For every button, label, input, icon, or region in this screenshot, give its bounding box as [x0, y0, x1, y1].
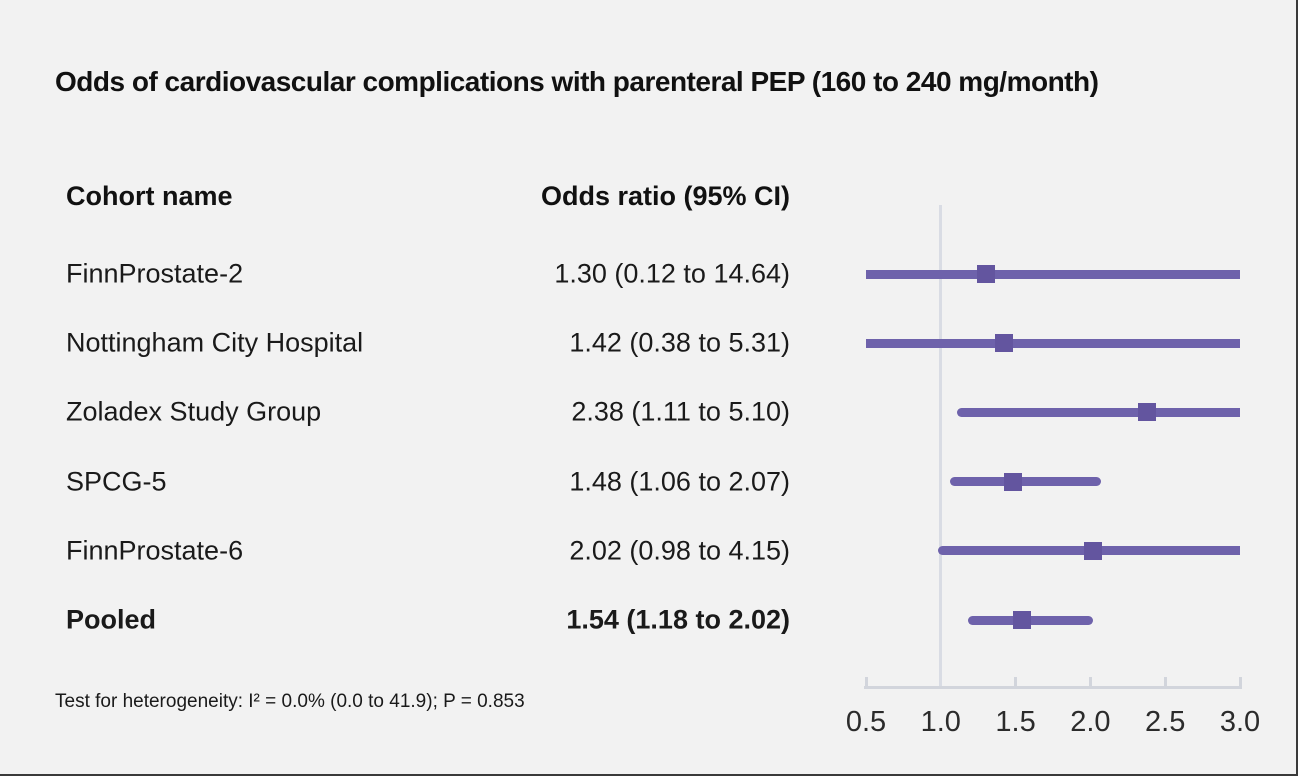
- x-tick-label: 1.0: [920, 706, 961, 738]
- or-marker: [994, 334, 1013, 353]
- x-tick: [864, 677, 868, 688]
- chart-title: Odds of cardiovascular complications wit…: [55, 66, 1099, 97]
- x-tick-label: 0.5: [845, 706, 887, 738]
- row-value: 2.02 (0.98 to 4.15): [569, 535, 790, 566]
- x-tick: [1238, 677, 1242, 688]
- row-label: Zoladex Study Group: [66, 396, 322, 427]
- ci-line: [866, 338, 1240, 348]
- x-tick: [1088, 677, 1092, 688]
- or-marker: [1084, 541, 1103, 560]
- ci-line: [949, 477, 1101, 487]
- x-tick: [1163, 677, 1167, 688]
- or-marker: [1003, 472, 1022, 491]
- reference-line: [939, 205, 943, 688]
- ci-line: [866, 269, 1240, 279]
- x-tick: [1014, 677, 1018, 688]
- ci-line: [957, 407, 1240, 417]
- column-header-cohort: Cohort name: [66, 181, 233, 211]
- x-tick-label: 3.0: [1219, 706, 1261, 738]
- row-label: SPCG-5: [66, 466, 167, 497]
- row-label: FinnProstate-6: [66, 535, 244, 566]
- or-marker: [1012, 611, 1031, 629]
- row-value: 1.30 (0.12 to 14.64): [554, 258, 790, 289]
- or-marker: [1138, 403, 1157, 422]
- row-label: FinnProstate-2: [66, 258, 244, 289]
- heterogeneity-note: Test for heterogeneity: I² = 0.0% (0.0 t…: [55, 691, 525, 712]
- row-value: 2.38 (1.11 to 5.10): [571, 396, 790, 427]
- x-tick-label: 2.0: [1070, 706, 1111, 738]
- or-marker: [976, 265, 995, 283]
- row-value: 1.48 (1.06 to 2.07): [569, 466, 790, 497]
- row-label: Pooled: [66, 604, 157, 635]
- column-header-odds-ratio: Odds ratio (95% CI): [540, 181, 790, 211]
- row-label: Nottingham City Hospital: [66, 327, 364, 358]
- x-axis: [864, 686, 1242, 689]
- row-value: 1.54 (1.18 to 2.02): [566, 604, 790, 635]
- row-value: 1.42 (0.38 to 5.31): [569, 327, 790, 358]
- x-tick-label: 2.5: [1145, 706, 1186, 738]
- x-tick-label: 1.5: [995, 706, 1036, 738]
